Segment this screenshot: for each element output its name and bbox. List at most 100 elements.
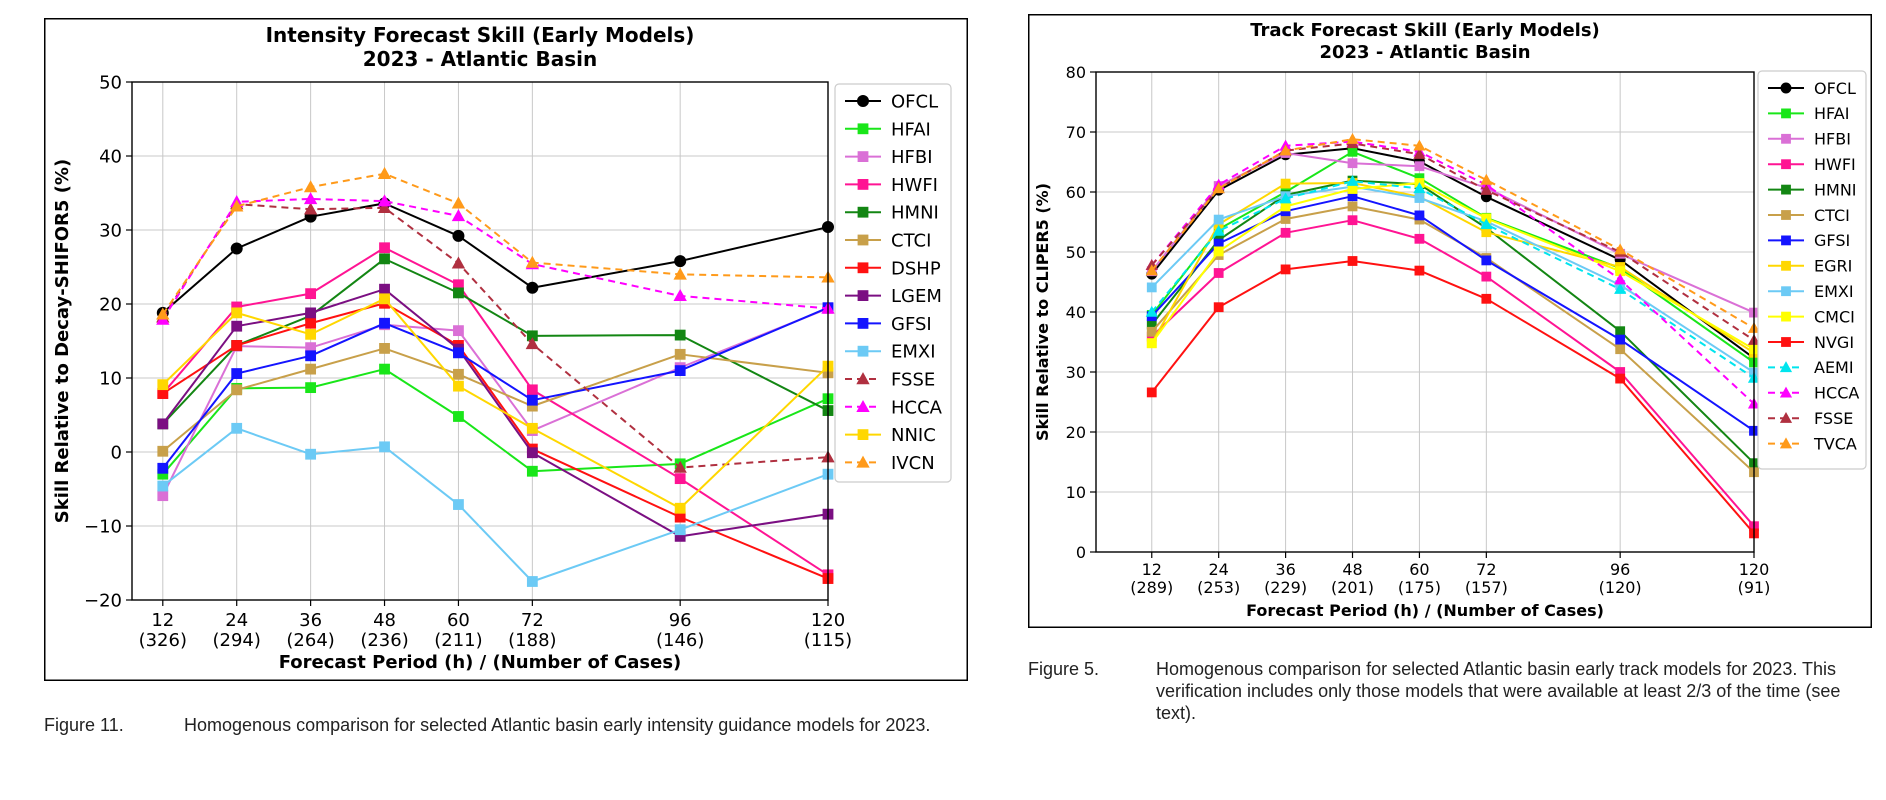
data-point-ivcn <box>230 199 244 212</box>
data-point-gfsi <box>1481 255 1492 266</box>
data-point-lgem <box>305 307 317 319</box>
series-line-nnic <box>162 297 829 510</box>
x-tick-label-cases: (326) <box>139 630 187 651</box>
legend-label-fsse: FSSE <box>891 369 935 390</box>
legend-label-hcca: HCCA <box>1814 384 1859 403</box>
data-point-gfsi <box>1615 334 1626 345</box>
x-tick-label-hour: 12 <box>151 610 174 631</box>
series-line-fsse <box>1151 142 1755 342</box>
data-point-hwfi <box>674 473 686 485</box>
figure-11-label: Figure 11. <box>44 715 124 735</box>
data-point-gfsi <box>379 317 390 329</box>
data-point-hfbi <box>453 325 464 337</box>
legend-marker-ctci <box>1781 210 1791 220</box>
legend-marker-ivcn <box>856 455 870 468</box>
intensity-chart-svg: Intensity Forecast Skill (Early Models)2… <box>44 18 968 681</box>
legend-label-hcca: HCCA <box>891 397 943 418</box>
legend-label-hmni: HMNI <box>891 203 939 224</box>
data-point-gfsi <box>231 368 243 379</box>
figure-11-text: Homogenous comparison for selected Atlan… <box>184 715 931 735</box>
data-point-hwfi <box>1213 268 1224 278</box>
data-point-emxi <box>1414 193 1425 203</box>
legend-label-hwfi: HWFI <box>891 175 938 196</box>
legend-marker-fsse <box>1779 411 1793 423</box>
legend-label-ivcn: IVCN <box>891 453 935 474</box>
data-point-hfai <box>305 382 317 394</box>
data-point-hwfi <box>526 384 538 396</box>
legend-marker-hfai <box>857 123 869 135</box>
data-point-tvca <box>1480 173 1493 185</box>
legend-label-hfai: HFAI <box>1814 104 1849 123</box>
legend-label-dshp: DSHP <box>891 258 941 279</box>
y-tick-label: 10 <box>99 368 122 389</box>
data-point-ivcn <box>156 307 170 320</box>
series-line-nvgi <box>1150 260 1755 535</box>
data-point-nnic <box>157 379 169 391</box>
y-tick-label: −10 <box>84 516 122 537</box>
data-point-gfsi <box>526 394 538 406</box>
data-point-emxi <box>674 524 686 536</box>
series-line-lgem <box>161 288 829 538</box>
data-point-emxi <box>305 448 317 460</box>
x-tick-label-hour: 48 <box>1342 560 1362 579</box>
y-tick-label: 40 <box>1066 303 1086 322</box>
data-point-emxi <box>1146 282 1157 293</box>
y-axis-label: Skill Relative to CLIPER5 (%) <box>1033 183 1052 441</box>
x-tick-label-cases: (294) <box>213 630 261 651</box>
data-point-hwfi <box>379 242 390 254</box>
legend-marker-hmni <box>1781 184 1791 195</box>
legend-label-cmci: CMCI <box>1814 307 1855 326</box>
series-line-gfsi <box>162 306 829 469</box>
x-tick-label-hour: 12 <box>1142 560 1162 579</box>
data-point-emxi <box>379 441 390 453</box>
y-tick-label: 10 <box>1066 483 1086 502</box>
legend-label-gfsi: GFSI <box>891 314 932 335</box>
legend-marker-gfsi <box>857 317 869 329</box>
x-tick-label-cases: (236) <box>360 630 408 651</box>
data-point-ctci <box>453 368 464 380</box>
series-line-aemi <box>1150 180 1755 379</box>
series-line-hmni <box>1150 179 1755 464</box>
y-tick-label: 20 <box>99 294 122 315</box>
data-point-hwfi <box>1414 233 1425 244</box>
series-line-hcca <box>161 197 829 321</box>
legend-label-emxi: EMXI <box>1814 282 1854 301</box>
legend-marker-hfai <box>1781 108 1791 119</box>
y-tick-label: 0 <box>1076 543 1086 562</box>
legend-marker-egri <box>1781 260 1791 271</box>
legend-marker-hcca <box>856 399 870 413</box>
data-point-hwfi <box>1481 271 1492 282</box>
data-point-nvgi <box>1213 302 1224 313</box>
x-tick-label-hour: 24 <box>1208 560 1228 579</box>
data-point-hcca <box>377 194 392 207</box>
data-point-egri <box>1280 178 1291 189</box>
data-point-ofcl <box>674 255 687 268</box>
y-tick-label: 50 <box>99 72 122 93</box>
x-tick-label-hour: 72 <box>521 610 544 631</box>
data-point-ctci <box>157 445 169 457</box>
figure-5-label: Figure 5. <box>1028 659 1100 679</box>
data-point-aemi <box>1413 182 1426 194</box>
series-line-ctci <box>162 347 829 453</box>
chart-title-line: Track Forecast Skill (Early Models) <box>1250 20 1600 41</box>
legend-label-hwfi: HWFI <box>1814 155 1856 174</box>
series-line-ivcn <box>161 172 829 315</box>
data-point-nvgi <box>1615 373 1626 384</box>
legend-marker-hfbi <box>857 151 869 163</box>
data-point-lgem <box>526 447 538 459</box>
x-tick-label-hour: 96 <box>1610 560 1630 579</box>
legend-label-ofcl: OFCL <box>891 91 938 112</box>
data-point-emxi <box>453 499 464 510</box>
data-point-emxi <box>526 576 538 587</box>
data-point-aemi <box>1346 174 1359 186</box>
data-point-nvgi <box>1280 264 1291 275</box>
data-point-tvca <box>1614 243 1627 255</box>
series-line-hwfi <box>1151 219 1755 527</box>
x-tick-label-hour: 36 <box>299 610 322 631</box>
legend-marker-emxi <box>857 345 869 357</box>
legend-marker-nvgi <box>1781 337 1791 347</box>
legend-label-emxi: EMXI <box>891 342 936 363</box>
legend-label-egri: EGRI <box>1814 257 1852 276</box>
legend-label-fsse: FSSE <box>1814 409 1853 428</box>
data-point-ivcn <box>525 255 540 268</box>
